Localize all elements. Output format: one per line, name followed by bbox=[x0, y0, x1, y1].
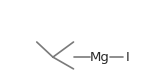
Text: Mg: Mg bbox=[90, 51, 110, 64]
Text: I: I bbox=[126, 51, 130, 64]
